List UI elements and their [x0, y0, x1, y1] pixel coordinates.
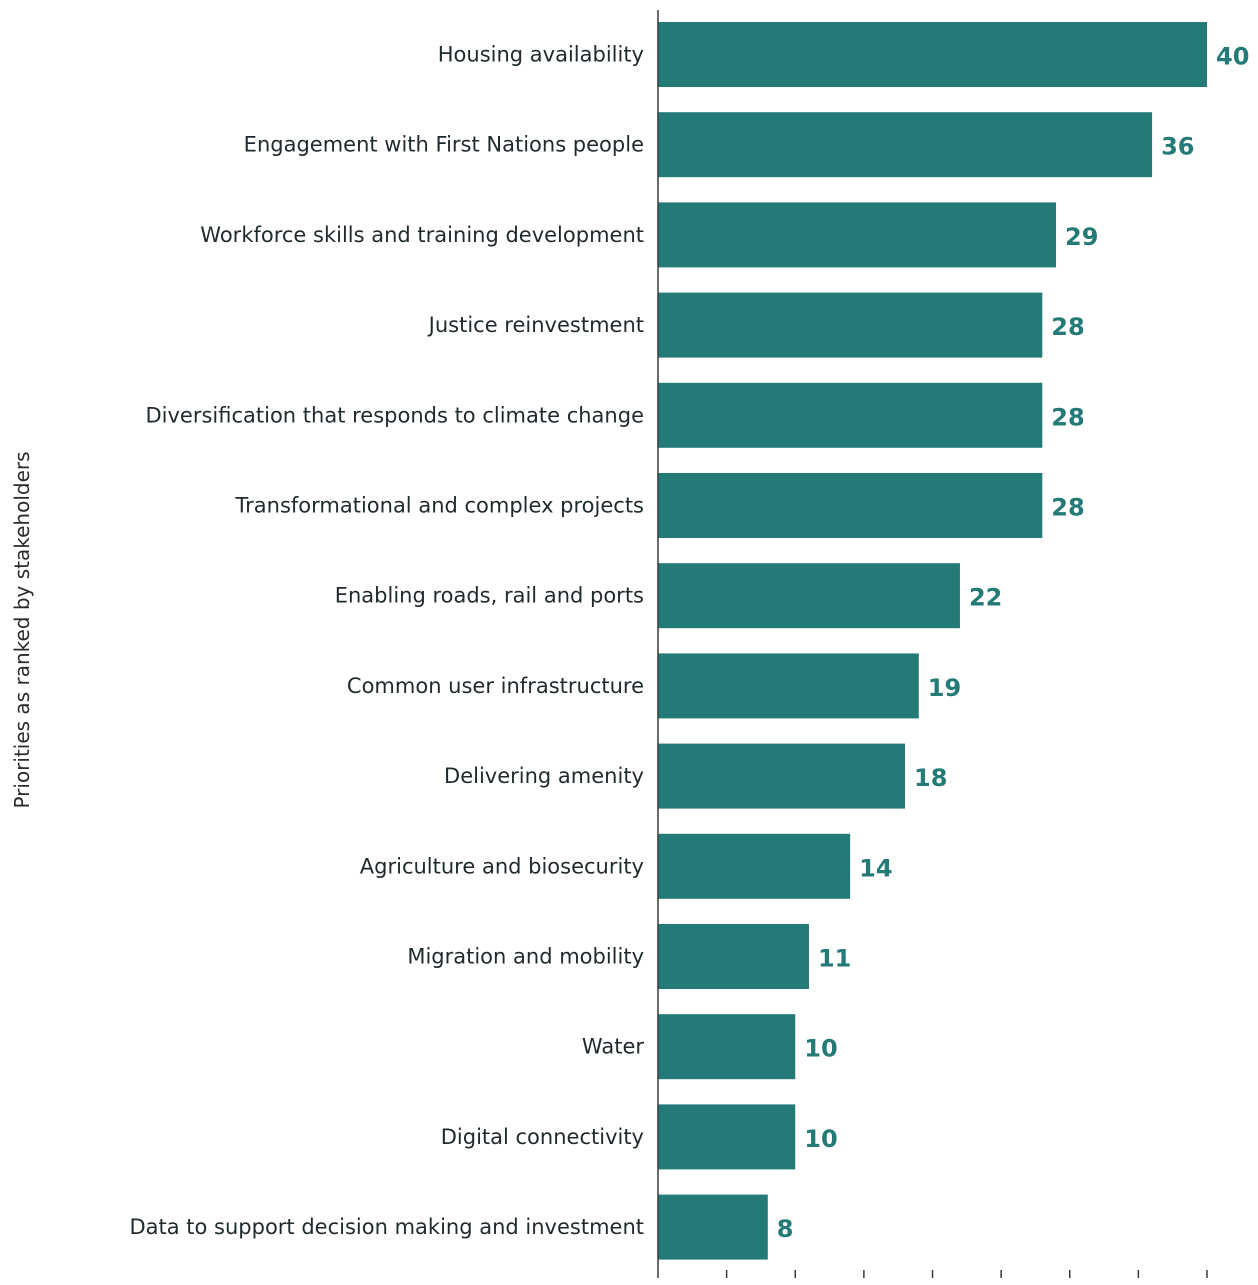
value-label: 28	[1051, 494, 1084, 522]
value-label: 28	[1051, 403, 1084, 431]
category-label: Enabling roads, rail and ports	[335, 584, 644, 608]
bars-layer	[658, 22, 1207, 1260]
value-label: 14	[859, 854, 892, 882]
value-label: 19	[928, 674, 961, 702]
value-label: 18	[914, 764, 947, 792]
bar	[658, 743, 906, 809]
category-label: Engagement with First Nations people	[244, 133, 644, 157]
value-label: 8	[777, 1215, 794, 1243]
bar	[658, 1014, 796, 1080]
category-label: Data to support decision making and inve…	[129, 1215, 644, 1239]
value-labels: 40 36 29 28 28 28 22 19 18 14 11 10 10 8	[777, 43, 1250, 1244]
category-label: Common user infrastructure	[347, 674, 644, 698]
bar	[658, 924, 809, 989]
category-label: Housing availability	[438, 43, 644, 67]
bar	[658, 653, 919, 719]
bar	[658, 22, 1207, 87]
bar	[658, 1194, 768, 1260]
category-label: Diversification that responds to climate…	[145, 403, 644, 427]
value-label: 36	[1161, 133, 1194, 161]
bar	[658, 1104, 796, 1170]
category-label: Transformational and complex projects	[234, 494, 644, 518]
value-label: 28	[1051, 313, 1084, 341]
category-label: Agriculture and biosecurity	[360, 854, 644, 878]
category-label: Digital connectivity	[441, 1125, 644, 1149]
bar	[658, 833, 851, 899]
category-labels: Housing availability Engagement with Firs…	[129, 43, 644, 1240]
category-label: Justice reinvestment	[427, 313, 644, 337]
value-label: 10	[804, 1125, 837, 1153]
category-label: Delivering amenity	[444, 764, 644, 788]
category-label: Workforce skills and training developmen…	[200, 223, 644, 247]
bar	[658, 112, 1153, 178]
value-label: 11	[818, 945, 851, 973]
y-axis-title: Priorities as ranked by stakeholders	[10, 451, 34, 808]
value-label: 10	[804, 1035, 837, 1063]
bar	[658, 382, 1043, 448]
category-label: Water	[582, 1035, 644, 1059]
value-label: 29	[1065, 223, 1098, 251]
value-label: 22	[969, 584, 1002, 612]
x-axis	[657, 10, 1208, 1278]
bar	[658, 563, 960, 629]
bar	[658, 292, 1043, 358]
category-label: Migration and mobility	[407, 945, 644, 969]
value-label: 40	[1216, 43, 1249, 71]
bar	[658, 202, 1057, 268]
bar	[658, 473, 1043, 538]
